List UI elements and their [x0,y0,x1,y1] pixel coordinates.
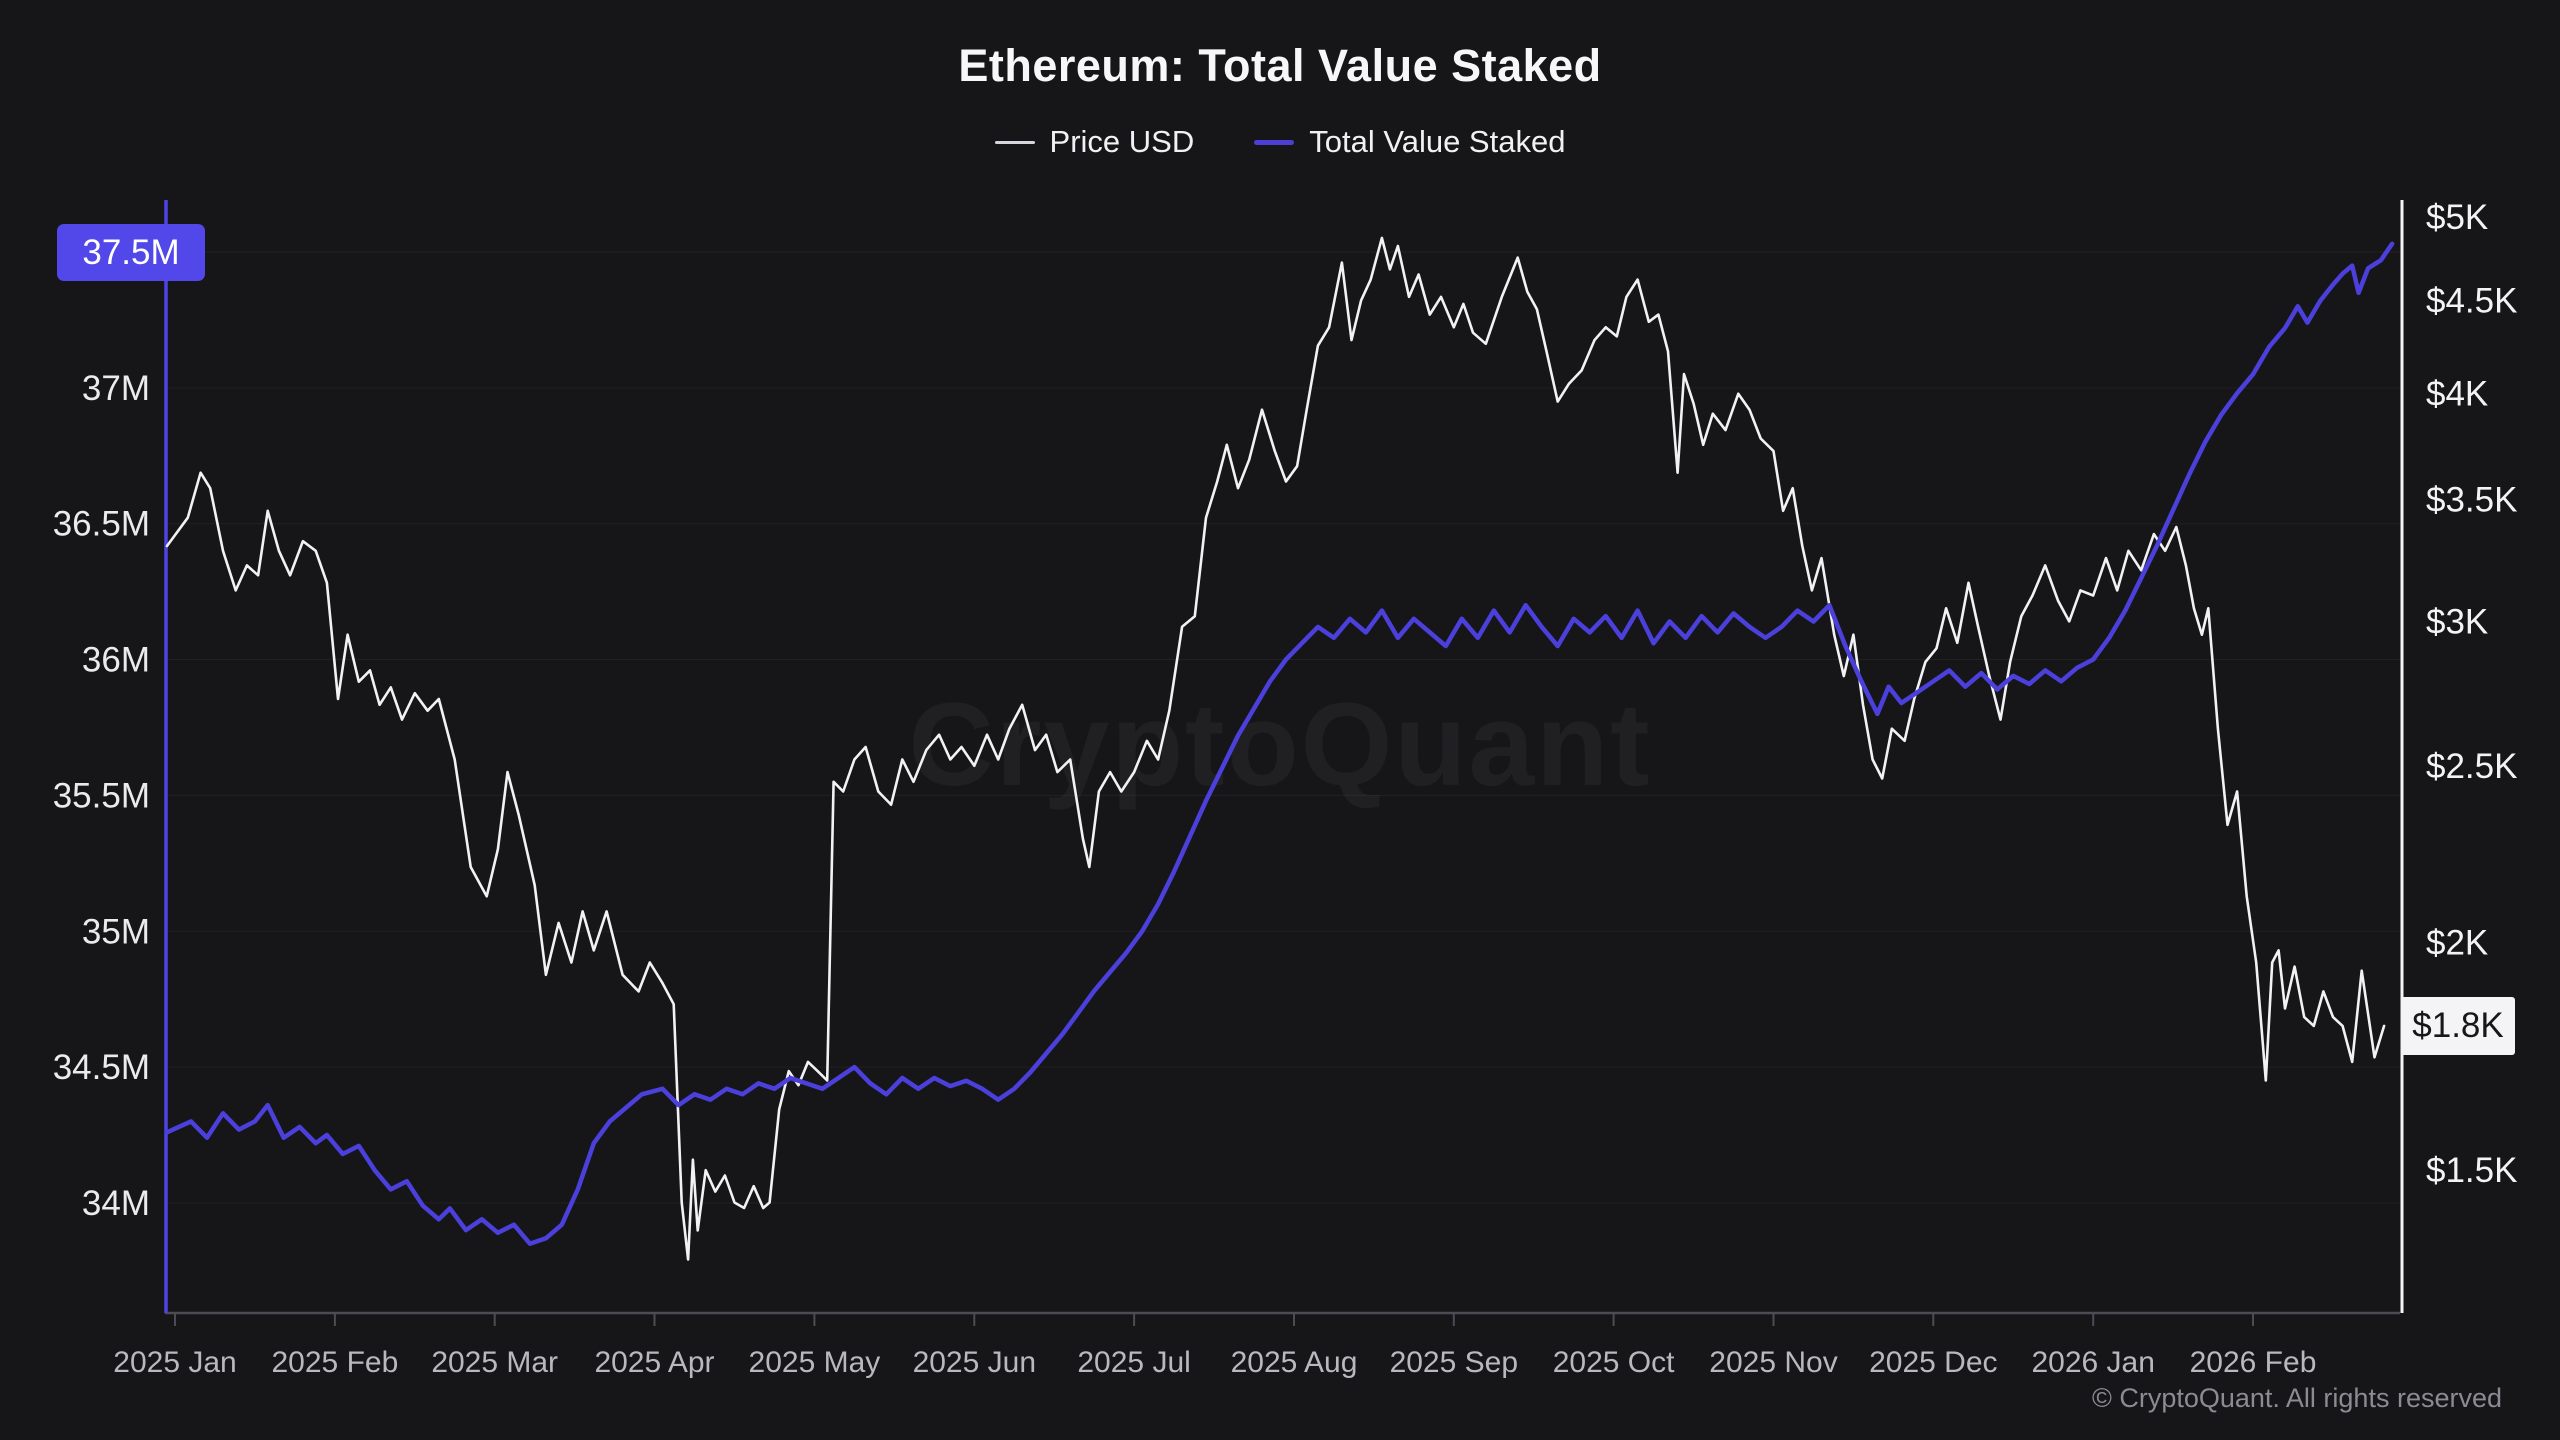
x-tick-label: 2025 Dec [1869,1346,1997,1379]
y-left-tick-label: 35.5M [53,776,150,815]
legend-label-staked: Total Value Staked [1309,124,1566,159]
x-tick-label: 2025 Jun [913,1346,1036,1379]
y-right-tick-label: $5K [2426,198,2488,237]
y-right-tick-label: $4K [2426,375,2488,414]
x-tick-label: 2025 Mar [431,1346,558,1379]
y-left-tick-label: 36M [82,641,150,680]
chart-title: Ethereum: Total Value Staked [958,40,1602,91]
x-tick-label: 2025 Jul [1077,1346,1190,1379]
copyright-footer: © CryptoQuant. All rights reserved [2091,1383,2502,1413]
y-right-tick-label: $2.5K [2426,747,2517,786]
staked-last-value-badge: 37.5M [57,224,205,281]
price-last-value-badge: $1.8K [2401,997,2515,1055]
x-tick-label: 2025 Apr [594,1346,714,1379]
y-left-tick-label: 37M [82,369,150,408]
legend-label-price: Price USD [1049,124,1195,159]
x-tick-label: 2026 Jan [2031,1346,2154,1379]
y-left-tick-label: 36.5M [53,505,150,544]
y-right-tick-label: $3K [2426,602,2488,641]
y-right-tick-label: $4.5K [2426,281,2517,320]
x-tick-label: 2025 Aug [1231,1346,1358,1379]
y-right-tick-label: $1.5K [2426,1151,2517,1190]
y-right-tick-label: $3.5K [2426,480,2517,519]
series-price-usd [165,236,2386,1261]
x-tick-label: 2025 Feb [272,1346,399,1379]
x-tick-label: 2026 Feb [2190,1346,2317,1379]
x-tick-label: 2025 May [749,1346,881,1379]
series-total-value-staked [164,241,2395,1246]
x-tick-label: 2025 Sep [1390,1346,1518,1379]
x-tick-label: 2025 Nov [1709,1346,1837,1379]
staked-line-swatch-icon [1254,139,1295,145]
legend-item-staked[interactable]: Total Value Staked [1254,124,1565,160]
y-right-tick-label: $2K [2426,923,2488,962]
y-left-tick-label: 35M [82,912,150,951]
legend-item-price[interactable]: Price USD [994,124,1195,160]
x-tick-label: 2025 Oct [1553,1346,1675,1379]
y-left-tick-label: 34.5M [53,1048,150,1087]
y-left-tick-label: 34M [82,1184,150,1223]
price-line-swatch-icon [994,140,1035,144]
x-tick-label: 2025 Jan [113,1346,236,1379]
chart-legend: Price USD Total Value Staked [0,124,2560,160]
